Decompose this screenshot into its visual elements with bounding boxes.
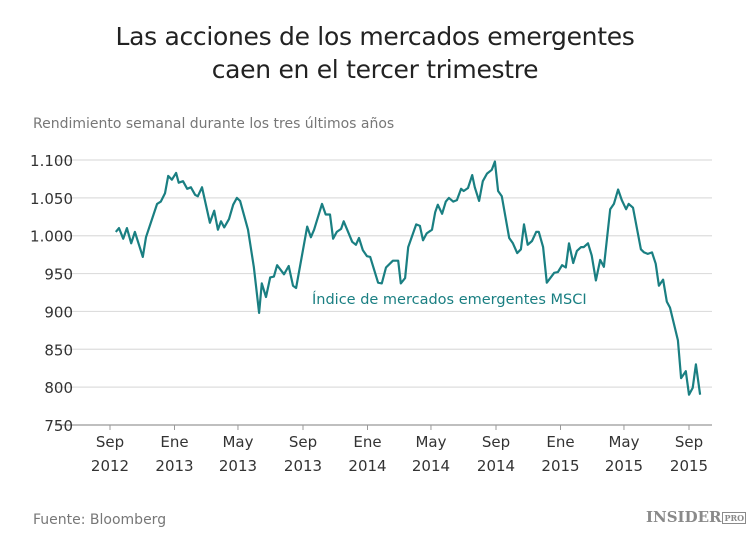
- x-tick-label: Ene: [353, 433, 381, 451]
- x-tick-label: 2012: [91, 457, 129, 475]
- source-note: Fuente: Bloomberg: [33, 512, 167, 528]
- chart-subtitle: Rendimiento semanal durante los tres últ…: [33, 116, 395, 132]
- x-tick-label: 2013: [284, 457, 322, 475]
- x-tick-label: 2013: [155, 457, 193, 475]
- chart-title-line-1: Las acciones de los mercados emergentes: [115, 22, 635, 51]
- y-tick-label: 750: [44, 417, 73, 435]
- x-tick-label: May: [415, 433, 446, 451]
- x-tick-label: 2014: [477, 457, 515, 475]
- x-tick-label: Sep: [96, 433, 124, 451]
- x-tick-label: 2015: [670, 457, 708, 475]
- series-label: Índice de mercados emergentes MSCI: [312, 291, 587, 308]
- y-tick-label: 800: [44, 379, 73, 397]
- x-tick-label: 2015: [541, 457, 579, 475]
- x-tick-label: May: [222, 433, 253, 451]
- x-tick-label: 2014: [348, 457, 386, 475]
- x-tick-label: Sep: [289, 433, 317, 451]
- y-tick-label: 1.000: [30, 228, 73, 246]
- x-tick-label: May: [608, 433, 639, 451]
- y-tick-label: 1.100: [30, 152, 73, 170]
- x-tick-label: Ene: [160, 433, 188, 451]
- series-line: [114, 160, 702, 396]
- x-tick-label: Ene: [546, 433, 574, 451]
- insider-pro-logo: INSIDER PRO: [646, 508, 747, 526]
- y-tick-label: 850: [44, 341, 73, 359]
- chart-title-line-2: caen en el tercer trimestre: [211, 55, 539, 84]
- x-tick-label: 2014: [412, 457, 450, 475]
- x-tick-label: 2015: [605, 457, 643, 475]
- y-tick-label: 950: [44, 266, 73, 284]
- x-tick-label: 2013: [219, 457, 257, 475]
- y-tick-label: 1.050: [30, 190, 73, 208]
- y-tick-label: 900: [44, 303, 73, 321]
- x-tick-label: Sep: [675, 433, 703, 451]
- x-tick-label: Sep: [482, 433, 510, 451]
